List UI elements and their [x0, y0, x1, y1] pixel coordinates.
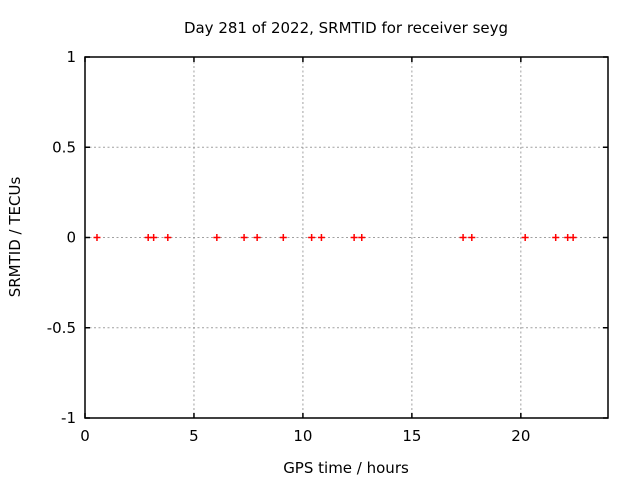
data-point-marker — [459, 234, 467, 241]
x-tick-label: 20 — [511, 427, 530, 445]
y-axis-label: SRMTID / TECUs — [6, 177, 24, 298]
chart-title: Day 281 of 2022, SRMTID for receiver sey… — [184, 19, 508, 37]
data-point-marker — [552, 234, 560, 241]
y-tick-label: -1 — [61, 409, 76, 427]
data-point-marker — [213, 234, 221, 241]
data-point-marker — [150, 234, 158, 241]
data-point-marker — [253, 234, 261, 241]
x-tick-label: 5 — [189, 427, 199, 445]
x-axis-label: GPS time / hours — [283, 459, 409, 477]
data-point-marker — [240, 234, 248, 241]
y-tick-label: 0.5 — [52, 138, 76, 156]
y-tick-label: 0 — [66, 229, 76, 247]
x-tick-label: 0 — [80, 427, 90, 445]
data-point-marker — [521, 234, 529, 241]
data-points-group — [93, 234, 577, 241]
data-point-marker — [279, 234, 287, 241]
x-tick-label: 15 — [402, 427, 421, 445]
data-point-marker — [358, 234, 366, 241]
data-point-marker — [569, 234, 577, 241]
y-tick-label: -0.5 — [47, 319, 76, 337]
data-point-marker — [93, 234, 101, 241]
y-tick-label: 1 — [66, 48, 76, 66]
tick-labels-group: 0 5 10 15 20 1 0.5 0 -0.5 -1 — [47, 48, 531, 445]
data-point-marker — [468, 234, 476, 241]
data-point-marker — [308, 234, 316, 241]
plot-border — [84, 56, 609, 419]
data-point-marker — [350, 234, 358, 241]
gridlines-group — [85, 57, 608, 418]
x-tick-label: 10 — [293, 427, 312, 445]
data-point-marker — [317, 234, 325, 241]
data-point-marker — [164, 234, 172, 241]
